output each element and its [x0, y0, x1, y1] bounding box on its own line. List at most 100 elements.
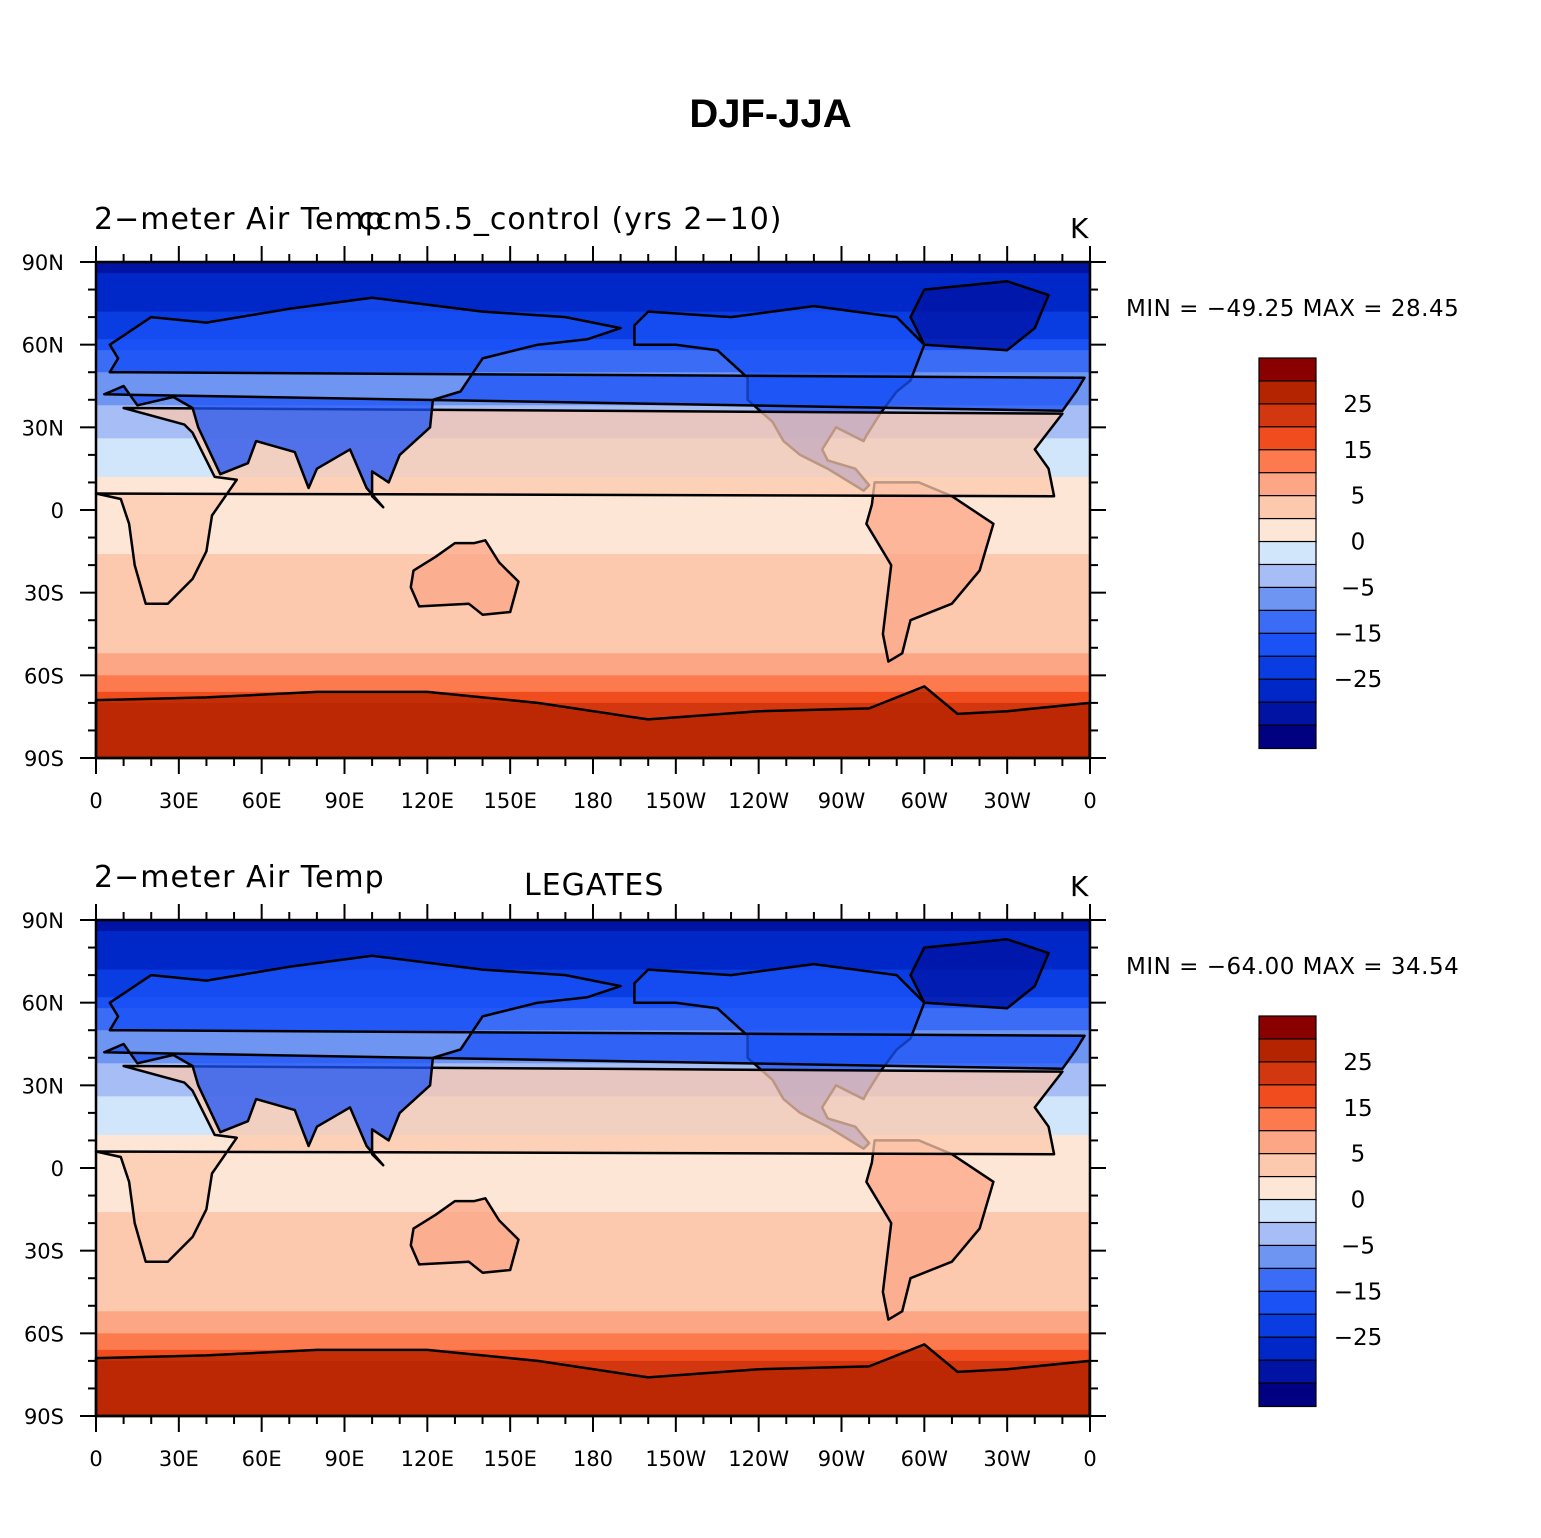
- lat-label: 30S: [24, 582, 64, 606]
- lon-label: 60E: [242, 1447, 282, 1471]
- colorbar-label: 15: [1343, 438, 1372, 464]
- lat-label: 30S: [24, 1240, 64, 1264]
- temperature-band: [96, 262, 1090, 269]
- contour-map: 90N 60N 30N 0 30S 60S 90S 0 30E 60E 90E 120E 150E 180…: [22, 246, 1383, 813]
- temperature-band: [96, 614, 1090, 621]
- temperature-band: [96, 581, 1090, 588]
- temperature-band: [96, 554, 1090, 561]
- temperature-band: [96, 642, 1090, 649]
- colorbar-label: −5: [1341, 575, 1375, 601]
- temperature-band: [96, 1024, 1090, 1031]
- coastline: [865, 1139, 995, 1321]
- temperature-band: [96, 1245, 1090, 1252]
- temperature-band: [96, 975, 1090, 982]
- lon-label: 150W: [645, 789, 706, 813]
- colorbar-box: [1258, 586, 1317, 612]
- panel-model: 2−meter Air Temp ccm5.5_control (yrs 2−1…: [0, 190, 1541, 850]
- colorbar-box: [1258, 655, 1317, 681]
- temperature-band: [96, 636, 1090, 643]
- colorbar-label: −5: [1341, 1233, 1375, 1259]
- temperature-band: [96, 1184, 1090, 1191]
- colorbar-box: [1258, 1038, 1317, 1063]
- temperature-band: [96, 969, 1090, 976]
- lon-label: 180: [573, 1447, 613, 1471]
- temperature-band: [96, 1344, 1090, 1351]
- temperature-band: [96, 647, 1090, 654]
- lon-label: 180: [573, 789, 613, 813]
- colorbar-box: [1258, 495, 1317, 520]
- temperature-band: [96, 669, 1090, 676]
- temperature-band: [96, 339, 1090, 346]
- temperature-band: [96, 267, 1090, 274]
- coastline: [94, 1064, 1064, 1263]
- temperature-band: [96, 576, 1090, 583]
- temperature-band: [96, 1267, 1090, 1274]
- lon-label: 30W: [983, 1447, 1031, 1471]
- colorbar-label: 5: [1351, 1142, 1366, 1168]
- temperature-band: [96, 1162, 1090, 1169]
- colorbar-box: [1258, 1015, 1317, 1041]
- temperature-band: [96, 598, 1090, 605]
- temperature-band: [96, 537, 1090, 544]
- lon-label: 150W: [645, 1447, 706, 1471]
- lat-label: 30N: [22, 416, 64, 440]
- land-shading: [910, 939, 1049, 1009]
- panel-center-title: ccm5.5_control (yrs 2−10): [358, 202, 783, 237]
- temperature-band: [96, 697, 1090, 704]
- colorbar-box: [1258, 1061, 1317, 1086]
- land-shading: [410, 540, 519, 615]
- coastline: [909, 938, 1050, 1010]
- colorbar-label: 5: [1351, 484, 1366, 510]
- figure-title: DJF-JJA: [689, 92, 852, 136]
- coastline: [103, 296, 1086, 509]
- temperature-band: [96, 587, 1090, 594]
- temperature-band: [96, 1156, 1090, 1164]
- lat-label: 30N: [22, 1074, 64, 1098]
- colorbar-box: [1258, 1244, 1317, 1270]
- lat-label: 60N: [22, 334, 64, 358]
- temperature-band: [96, 658, 1090, 665]
- colorbar-label: −25: [1334, 667, 1383, 693]
- temperature-band: [96, 1173, 1090, 1180]
- colorbar-box: [1258, 380, 1317, 405]
- temperature-band: [96, 925, 1090, 932]
- temperature-band: [96, 1063, 1090, 1070]
- temperature-band: [96, 920, 1090, 927]
- lon-label: 30E: [159, 789, 199, 813]
- temperature-band: [96, 284, 1090, 291]
- temperature-band: [96, 521, 1090, 528]
- temperature-band: [96, 1256, 1090, 1263]
- lon-label: 120E: [401, 789, 454, 813]
- temperature-band: [96, 1201, 1090, 1208]
- temperature-band: [96, 947, 1090, 954]
- colorbar-box: [1258, 357, 1317, 383]
- colorbar-box: [1258, 563, 1317, 589]
- colorbar-box: [1258, 1198, 1317, 1224]
- temperature-band: [96, 1278, 1090, 1285]
- lon-label: 90W: [818, 1447, 866, 1471]
- land-shading: [96, 1344, 1090, 1416]
- lon-label: 60W: [901, 789, 949, 813]
- colorbar-label: 25: [1343, 392, 1372, 418]
- temperature-band: [96, 317, 1090, 324]
- colorbar-box: [1258, 517, 1317, 543]
- temperature-band: [96, 1179, 1090, 1186]
- temperature-band: [96, 1272, 1090, 1279]
- temperature-band: [96, 1234, 1090, 1241]
- colorbar-label: −15: [1334, 621, 1383, 647]
- colorbar-box: [1258, 1107, 1317, 1132]
- temperature-band: [96, 565, 1090, 572]
- colorbar-box: [1258, 1153, 1317, 1178]
- temperature-band: [96, 1349, 1090, 1356]
- temperature-band: [96, 686, 1090, 693]
- temperature-band: [96, 515, 1090, 522]
- temperature-band: [96, 1239, 1090, 1246]
- lon-label: 90E: [325, 789, 365, 813]
- temperature-band: [96, 664, 1090, 671]
- colorbar-box: [1258, 678, 1317, 704]
- panel-left-title: 2−meter Air Temp: [94, 202, 385, 237]
- colorbar-box: [1258, 1084, 1317, 1109]
- panel-stats: MIN = −49.25 MAX = 28.45: [1126, 296, 1460, 322]
- temperature-band: [96, 1360, 1090, 1367]
- colorbar-label: 0: [1351, 1188, 1366, 1214]
